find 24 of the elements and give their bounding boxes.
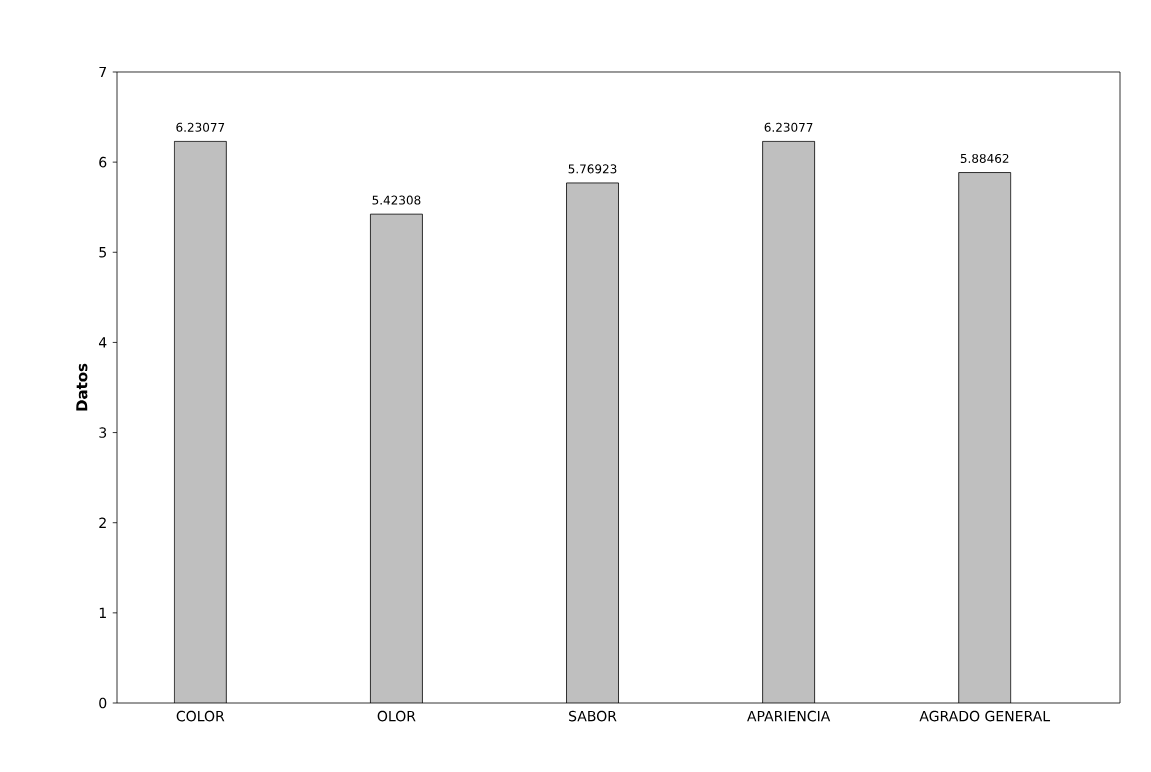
- y-axis-title: Datos: [76, 363, 88, 411]
- bar: [173, 140, 227, 703]
- x-tick-label: COLOR: [176, 710, 225, 722]
- y-tick-label: 3: [99, 427, 107, 438]
- bar: [566, 182, 619, 703]
- y-tick-label: 5: [99, 247, 106, 258]
- bar: [370, 213, 423, 703]
- y-tick-label: 1: [99, 607, 106, 618]
- bar: [762, 140, 816, 703]
- data-label: 6.23077: [764, 122, 813, 132]
- y-tick-label: 7: [99, 66, 107, 78]
- data-label: 5.76923: [568, 164, 617, 174]
- bar: [958, 172, 1012, 703]
- y-tick-label: 4: [98, 337, 107, 348]
- x-tick-label: AGRADO GENERAL: [919, 710, 1051, 722]
- data-label: 5.42308: [372, 195, 421, 205]
- y-tick-label: 0: [99, 697, 107, 709]
- x-tick-label: APARIENCIA: [747, 710, 831, 722]
- data-label: 5.88462: [960, 153, 1009, 164]
- y-tick-label: 2: [99, 517, 106, 528]
- y-tick-label: 6: [99, 156, 107, 168]
- x-tick-label: OLOR: [377, 710, 416, 722]
- x-tick-label: SABOR: [569, 710, 617, 722]
- data-label: 6.23077: [176, 122, 225, 132]
